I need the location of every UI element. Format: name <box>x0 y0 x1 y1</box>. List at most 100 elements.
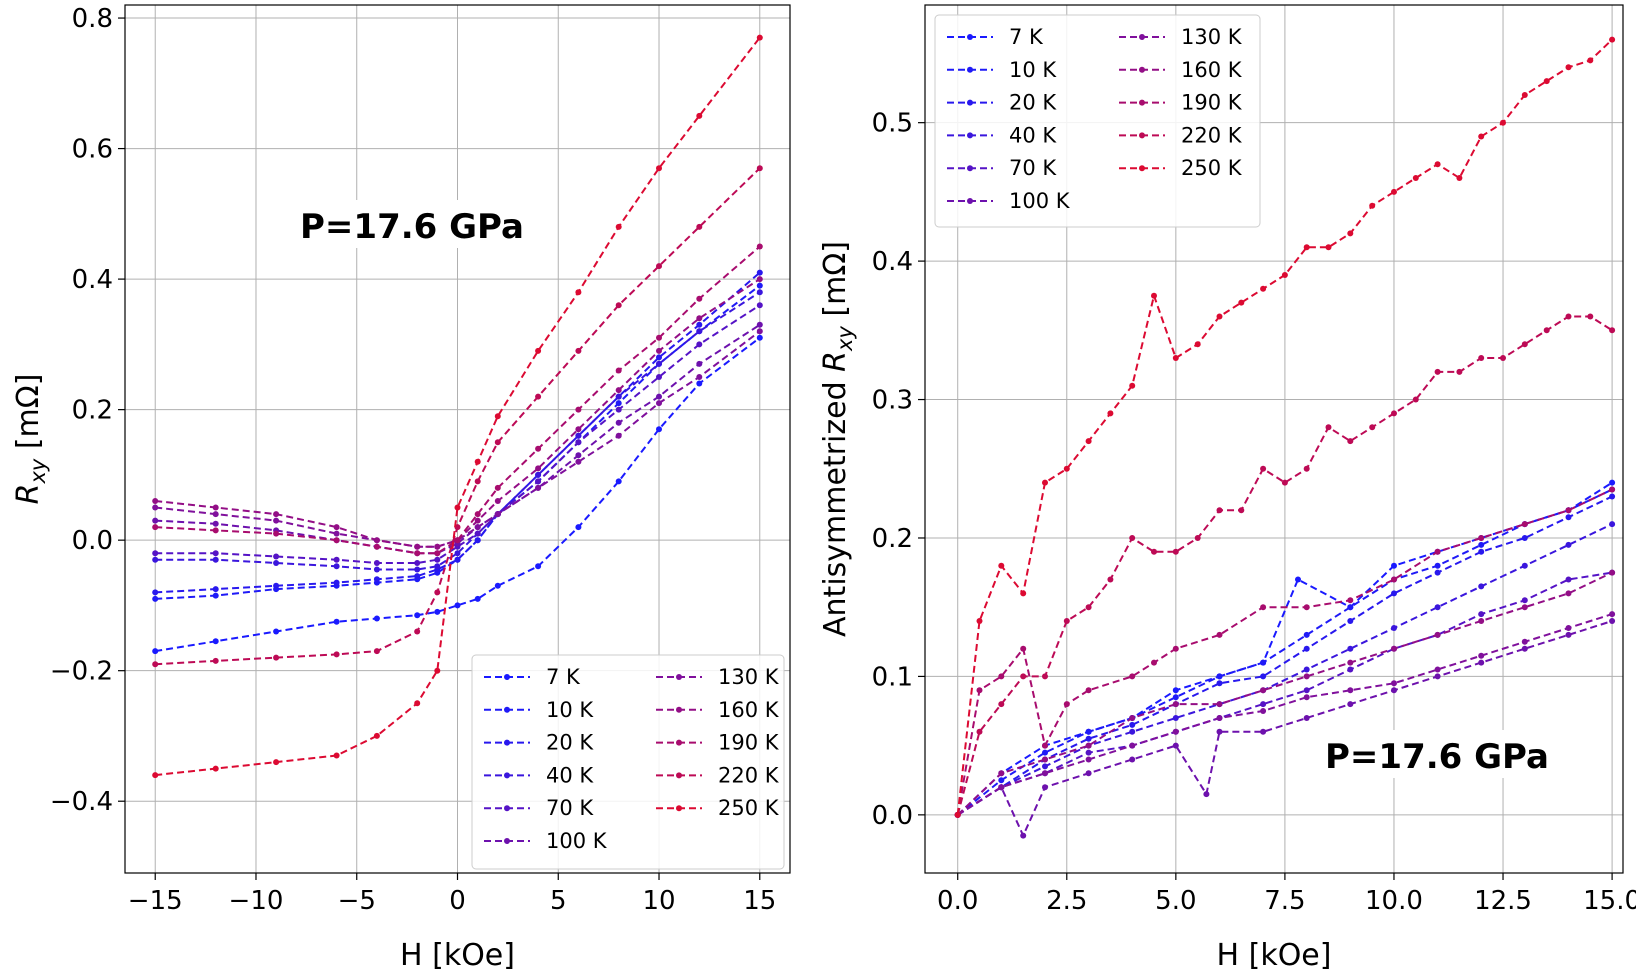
data-point <box>1129 728 1136 735</box>
data-point <box>152 661 159 668</box>
data-point <box>1347 604 1354 611</box>
data-point <box>1434 562 1441 569</box>
y-tick-label: 0.0 <box>872 801 913 831</box>
data-point <box>414 700 421 707</box>
legend-marker <box>1139 165 1145 172</box>
data-point <box>1042 479 1048 486</box>
data-point <box>1347 438 1354 445</box>
legend-marker <box>967 198 973 204</box>
data-point <box>696 112 703 119</box>
legend-item: 100 K <box>484 829 608 853</box>
data-point <box>1151 292 1157 299</box>
legend-label: 100 K <box>1009 189 1071 213</box>
x-tick-label: −10 <box>229 886 284 916</box>
legend-item: 7 K <box>484 665 581 689</box>
y-tick-label: −0.2 <box>50 657 113 687</box>
data-point <box>1391 576 1397 583</box>
legend: 7 K 10 K 20 K 40 K 70 K 100 K 130 K 160 K 190 K 2… <box>934 14 1261 228</box>
legend-item: 160 K <box>1119 58 1243 82</box>
data-point <box>454 537 461 544</box>
data-point <box>1521 638 1528 645</box>
data-point <box>1609 493 1616 500</box>
data-point <box>152 772 159 779</box>
legend: 7 K 10 K 20 K 40 K 70 K 100 K 130 K 160 K 190 K 2… <box>471 654 785 870</box>
data-point <box>696 223 703 230</box>
data-point <box>656 426 662 433</box>
data-point <box>1347 618 1354 624</box>
legend-label: 7 K <box>546 665 581 689</box>
legend-item: 100 K <box>947 189 1071 213</box>
data-point <box>1565 625 1572 631</box>
data-point <box>474 458 481 465</box>
data-point <box>414 573 421 580</box>
data-point <box>575 432 582 439</box>
data-point <box>333 563 340 570</box>
plot-frame <box>924 4 1624 874</box>
data-point <box>1391 687 1397 694</box>
data-point <box>414 566 421 573</box>
data-point <box>273 517 280 524</box>
x-tick-label: 2.5 <box>1046 886 1087 916</box>
data-point <box>273 628 280 635</box>
data-point <box>1260 673 1267 680</box>
data-point <box>1347 666 1354 673</box>
y-tick-label: 0.4 <box>72 265 113 295</box>
data-point <box>1172 715 1179 721</box>
data-point <box>1347 597 1354 604</box>
data-point <box>1565 507 1572 514</box>
data-point <box>1129 673 1136 680</box>
data-point <box>1129 715 1136 721</box>
data-point <box>414 628 421 635</box>
data-point <box>696 341 703 348</box>
y-tick-label: 0.8 <box>72 4 113 34</box>
series-line-70k <box>957 571 1613 816</box>
data-point <box>333 556 340 563</box>
data-point <box>434 550 441 557</box>
y-tick-label: 0.4 <box>872 247 913 277</box>
legend-item: 20 K <box>947 91 1057 115</box>
legend-marker <box>1139 34 1145 40</box>
data-point <box>615 478 622 485</box>
y-tick-label: 0.6 <box>72 135 113 165</box>
data-point <box>1020 590 1027 597</box>
y-tick-label: 0.5 <box>872 109 913 139</box>
series-group <box>152 34 763 779</box>
data-point <box>333 537 340 544</box>
data-point <box>1347 701 1354 708</box>
data-point <box>494 413 501 420</box>
x-tick-label: 0 <box>449 886 466 916</box>
data-point <box>1543 78 1550 85</box>
legend-box <box>934 14 1261 228</box>
legend-marker <box>1139 99 1145 106</box>
data-point <box>1478 535 1485 541</box>
data-point <box>1456 175 1463 181</box>
data-point <box>1172 355 1179 361</box>
data-point <box>373 543 380 550</box>
series-group <box>954 36 1616 839</box>
data-point <box>434 608 441 615</box>
legend-marker <box>504 772 510 779</box>
data-point <box>1216 728 1223 735</box>
data-point <box>1521 562 1528 569</box>
data-point <box>1521 341 1528 348</box>
data-point <box>474 537 481 544</box>
data-point <box>1521 535 1528 541</box>
y-axis-label: Antisymmetrized Rxy [mΩ] <box>818 241 857 637</box>
legend-marker <box>1139 66 1145 73</box>
legend-label: 20 K <box>1009 91 1057 115</box>
data-point <box>615 302 622 309</box>
data-point <box>1042 673 1048 680</box>
data-point <box>1042 742 1048 749</box>
data-point <box>1434 631 1441 638</box>
data-point <box>1085 749 1092 756</box>
legend-item: 20 K <box>484 731 594 755</box>
legend-label: 70 K <box>546 796 594 820</box>
data-point <box>1216 715 1223 721</box>
data-point <box>494 439 501 446</box>
data-point <box>656 374 662 380</box>
legend-label: 10 K <box>1009 58 1057 82</box>
data-point <box>696 295 703 302</box>
legend-label: 10 K <box>546 698 594 722</box>
data-point <box>1042 784 1048 791</box>
